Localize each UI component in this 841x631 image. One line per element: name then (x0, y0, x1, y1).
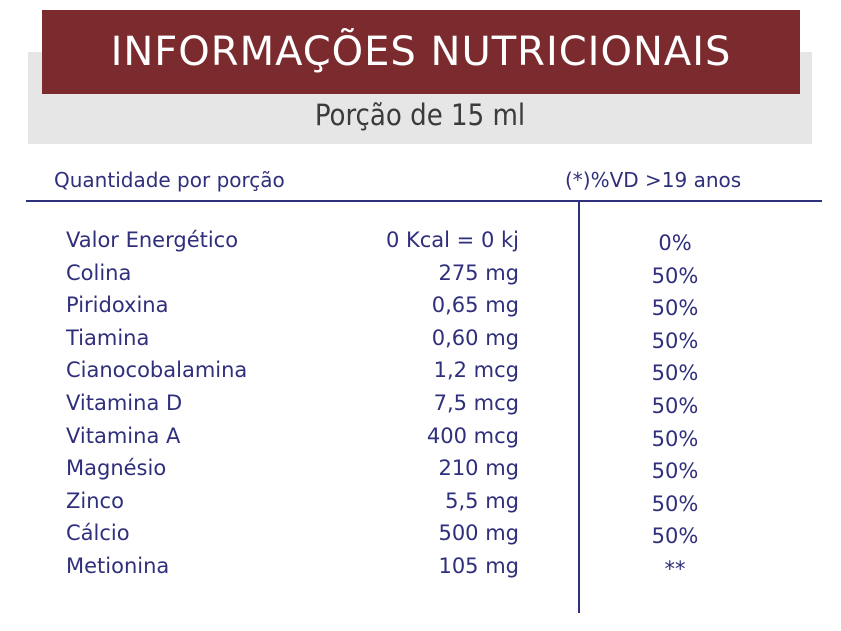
nutrient-quantity: 400 mcg (426, 423, 519, 448)
nutrient-vd: 50% (651, 459, 699, 484)
nutrient-name: Piridoxina (66, 293, 169, 318)
nutrient-vd: 50% (651, 426, 699, 451)
nutrient-quantity: 275 mg (438, 260, 519, 285)
nutrient-vd: 50% (651, 524, 699, 549)
table-row: Zinco 5,5 mg 50% (0, 489, 841, 522)
table-row: Colina 275 mg 50% (0, 261, 841, 294)
table-row: Vitamina D 7,5 mcg 50% (0, 391, 841, 424)
nutrient-quantity: 500 mg (438, 521, 519, 546)
nutrient-name: Zinco (66, 488, 124, 513)
nutrient-vd: 50% (651, 328, 699, 353)
nutrient-quantity: 1,2 mcg (433, 358, 519, 383)
nutrient-vd: 50% (651, 393, 699, 418)
table-row: Magnésio 210 mg 50% (0, 456, 841, 489)
nutrient-quantity: 0,65 mg (431, 293, 519, 318)
nutrient-name: Metionina (66, 553, 170, 578)
nutrient-vd: ** (664, 556, 686, 581)
portion-size: Porção de 15 ml (314, 98, 526, 132)
nutrient-vd: 50% (651, 296, 699, 321)
table-row: Tiamina 0,60 mg 50% (0, 326, 841, 359)
nutrient-quantity: 7,5 mcg (433, 390, 519, 415)
table-row: Cálcio 500 mg 50% (0, 521, 841, 554)
nutrient-vd: 50% (651, 491, 699, 516)
nutrient-name: Cálcio (66, 521, 130, 546)
quantity-header: Quantidade por porção (54, 168, 285, 192)
table-row: Valor Energético 0 Kcal = 0 kj 0% (0, 228, 841, 261)
title-band: INFORMAÇÕES NUTRICIONAIS (42, 10, 800, 94)
nutrient-quantity: 0 Kcal = 0 kj (385, 228, 519, 252)
nutrient-quantity: 210 mg (438, 456, 519, 481)
table-row: Piridoxina 0,65 mg 50% (0, 293, 841, 326)
nutrient-quantity: 0,60 mg (431, 325, 519, 350)
vd-header: (*)%VD >19 anos (565, 168, 742, 192)
nutrient-name: Vitamina D (66, 390, 183, 415)
table-row: Vitamina A 400 mcg 50% (0, 424, 841, 457)
nutrient-name: Cianocobalamina (66, 358, 248, 383)
table-row: Metionina 105 mg ** (0, 554, 841, 587)
nutrient-quantity: 5,5 mg (445, 488, 519, 513)
nutrient-vd: 50% (651, 361, 699, 386)
nutrient-name: Colina (66, 260, 132, 285)
nutrient-quantity: 105 mg (438, 553, 519, 578)
nutrient-vd: 0% (658, 231, 692, 255)
column-divider (578, 201, 580, 613)
nutrient-name: Valor Energético (66, 228, 239, 252)
table-row: Cianocobalamina 1,2 mcg 50% (0, 358, 841, 391)
nutrient-name: Magnésio (66, 456, 167, 481)
nutrient-name: Tiamina (66, 325, 150, 350)
nutrient-name: Vitamina A (66, 423, 181, 448)
nutrient-table: Valor Energético 0 Kcal = 0 kj 0% Colina… (0, 228, 841, 587)
header-divider (26, 200, 822, 202)
page-title: INFORMAÇÕES NUTRICIONAIS (110, 29, 732, 75)
nutrient-vd: 50% (651, 263, 699, 288)
